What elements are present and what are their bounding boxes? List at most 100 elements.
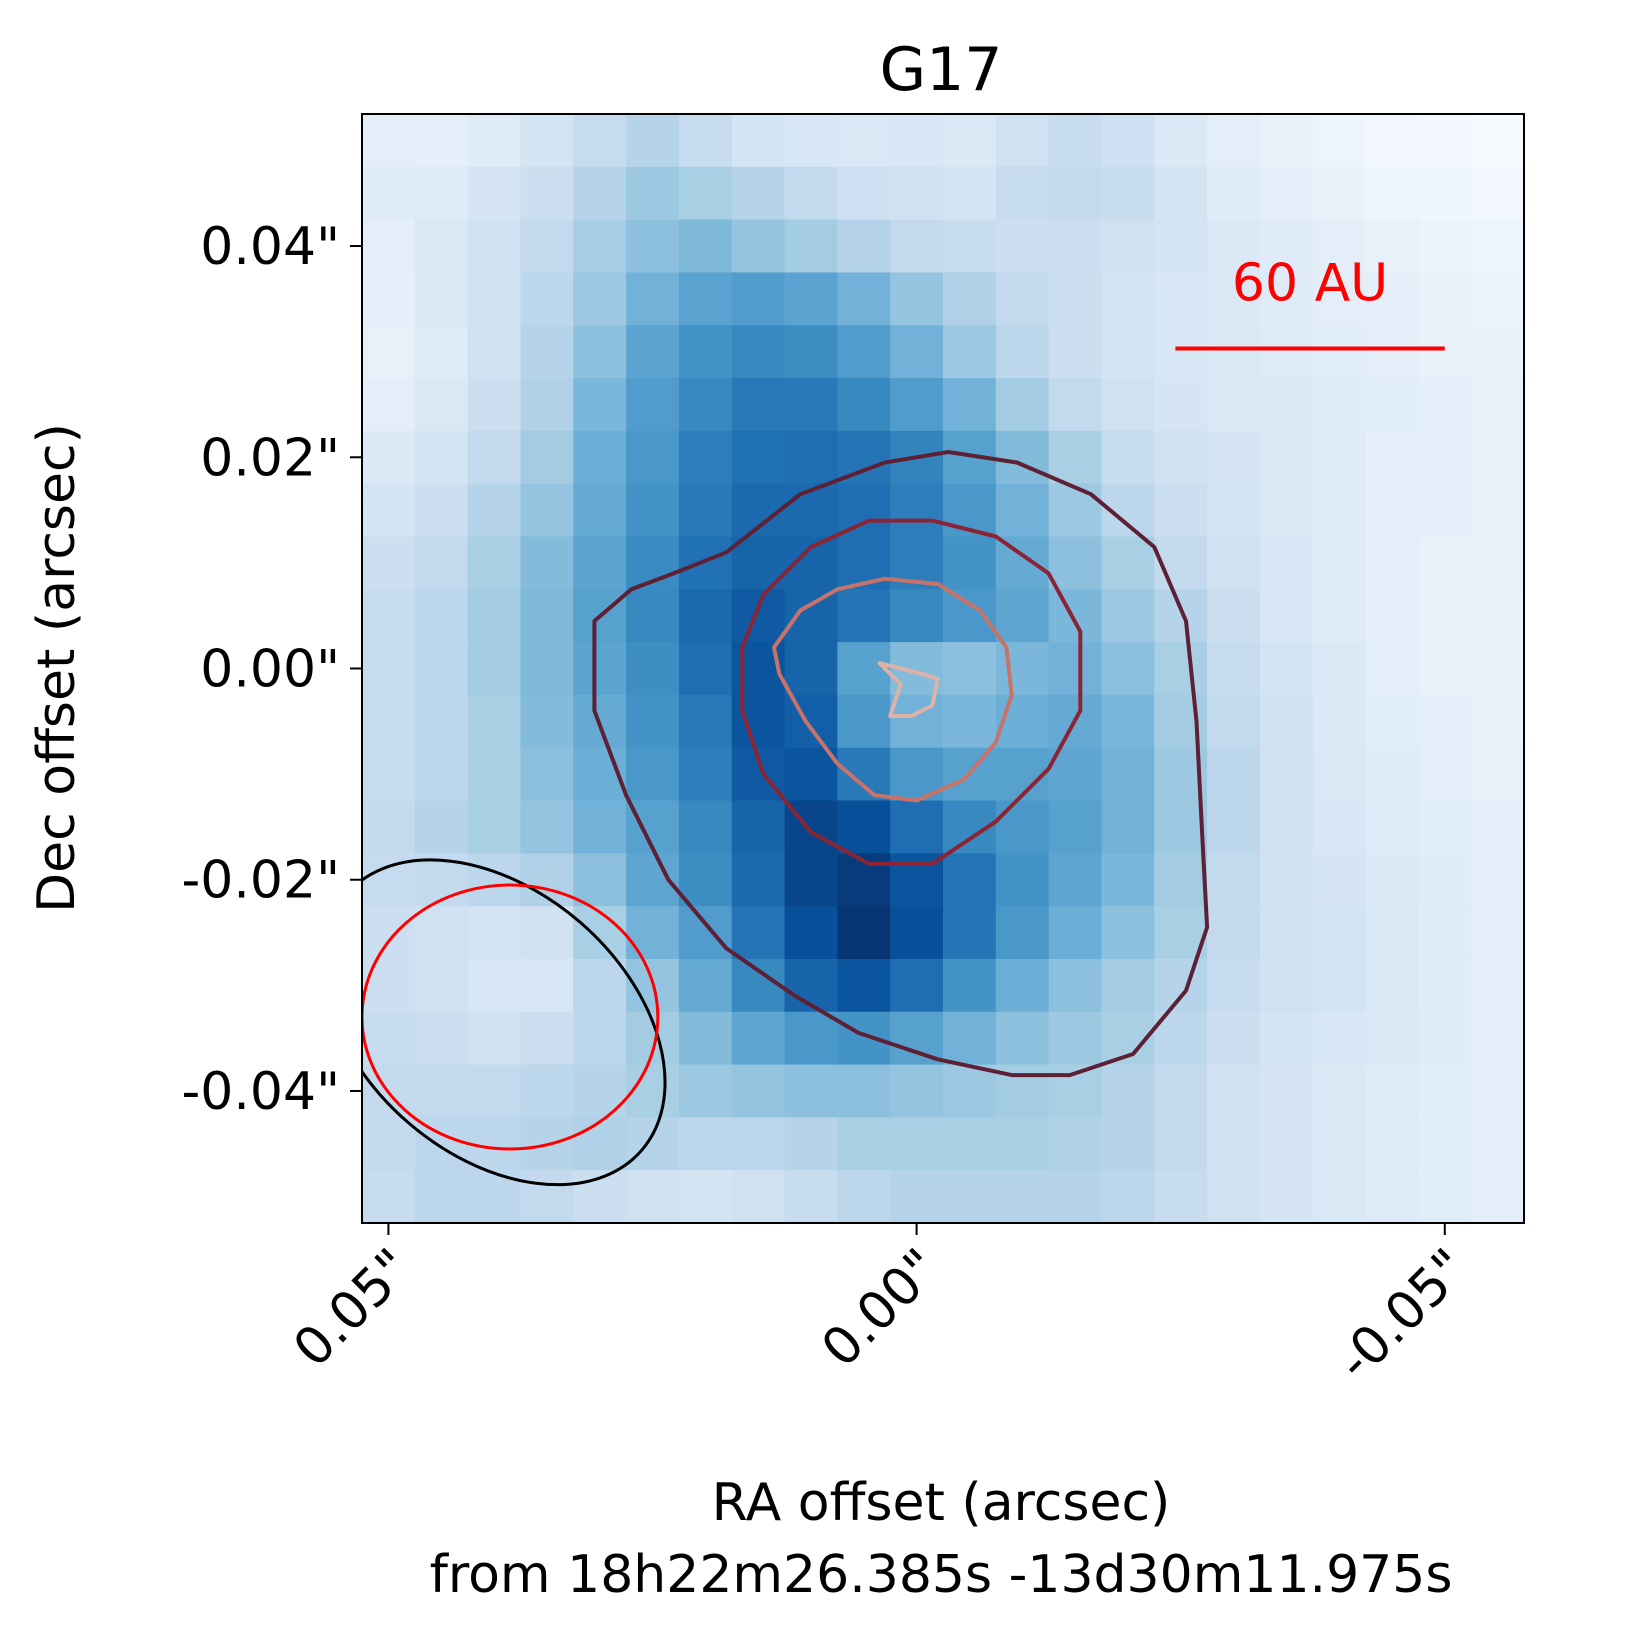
map-pixel — [837, 219, 891, 274]
map-pixel — [731, 325, 786, 379]
map-pixel — [1365, 430, 1419, 485]
map-pixel — [1471, 430, 1524, 485]
map-pixel — [890, 906, 944, 960]
map-pixel — [573, 1011, 627, 1066]
map-pixel — [1154, 589, 1208, 643]
map-pixel — [1154, 430, 1208, 485]
map-pixel — [731, 1170, 786, 1223]
map-pixel — [467, 325, 522, 379]
map-pixel — [1471, 642, 1524, 696]
map-pixel — [995, 272, 1050, 326]
map-pixel — [837, 906, 891, 960]
map-pixel — [1101, 536, 1155, 590]
map-pixel — [1259, 378, 1314, 432]
map-pixel — [1312, 694, 1367, 749]
map-pixel — [520, 114, 574, 168]
map-pixel — [1471, 536, 1524, 590]
map-pixel — [362, 536, 416, 590]
map-pixel — [414, 536, 469, 590]
map-pixel — [678, 694, 733, 749]
map-pixel — [995, 166, 1050, 221]
map-pixel — [943, 325, 997, 379]
map-pixel — [467, 642, 522, 696]
map-pixel — [1365, 325, 1419, 379]
map-pixel — [1154, 694, 1208, 749]
scale-bar-label: 60 AU — [1232, 253, 1388, 313]
map-pixel — [573, 166, 627, 221]
map-pixel — [467, 378, 522, 432]
map-pixel — [414, 747, 469, 802]
contour-line — [592, 450, 1210, 1078]
map-pixel — [890, 325, 944, 379]
map-pixel — [784, 325, 838, 379]
map-pixel — [1048, 536, 1103, 590]
map-pixel — [1101, 1170, 1155, 1223]
map-pixel — [626, 325, 680, 379]
map-pixel — [1312, 800, 1367, 854]
map-pixel — [1365, 1170, 1419, 1223]
map-pixel — [1312, 853, 1367, 907]
map-pixel — [731, 853, 786, 907]
map-pixel — [678, 325, 733, 379]
map-pixel — [1207, 114, 1261, 168]
y-axis-label: Dec offset (arcsec) — [27, 423, 87, 913]
map-pixel — [414, 483, 469, 538]
map-pixel — [678, 378, 733, 432]
map-pixel — [995, 906, 1050, 960]
map-pixel — [837, 272, 891, 326]
map-pixel — [573, 272, 627, 326]
map-pixel — [520, 1011, 574, 1066]
map-pixel — [573, 958, 627, 1013]
map-pixel — [1471, 272, 1524, 326]
map-pixel — [626, 1170, 680, 1223]
map-pixel — [678, 166, 733, 221]
map-pixel — [837, 589, 891, 643]
map-pixel — [678, 958, 733, 1013]
map-pixel — [1312, 906, 1367, 960]
map-pixel — [520, 589, 574, 643]
map-pixel — [1365, 800, 1419, 854]
map-pixel — [943, 1117, 997, 1171]
map-pixel — [1207, 378, 1261, 432]
map-pixel — [678, 853, 733, 907]
map-pixel — [1418, 219, 1472, 274]
map-pixel — [1259, 800, 1314, 854]
y-tick-label: -0.02" — [182, 851, 340, 911]
map-pixel — [467, 1117, 522, 1171]
map-pixel — [1048, 378, 1103, 432]
map-pixel — [1207, 272, 1261, 326]
map-pixel — [414, 800, 469, 854]
map-pixel — [1259, 166, 1314, 221]
map-pixel — [1312, 483, 1367, 538]
map-pixel — [467, 906, 522, 960]
map-pixel — [573, 1117, 627, 1171]
map-pixel — [678, 272, 733, 326]
map-pixel — [943, 958, 997, 1013]
map-pixel — [467, 747, 522, 802]
map-pixel — [1418, 536, 1472, 590]
map-pixel — [1471, 325, 1524, 379]
map-pixel — [784, 589, 838, 643]
map-pixel — [1207, 536, 1261, 590]
map-pixel — [731, 166, 786, 221]
map-pixel — [626, 219, 680, 274]
map-pixel — [1048, 958, 1103, 1013]
map-pixel — [414, 694, 469, 749]
map-pixel — [784, 219, 838, 274]
map-pixel — [1101, 219, 1155, 274]
map-pixel — [678, 536, 733, 590]
map-pixel — [943, 906, 997, 960]
map-pixel — [943, 1064, 997, 1118]
map-pixel — [837, 1117, 891, 1171]
map-pixel — [414, 1117, 469, 1171]
map-pixel — [1365, 483, 1419, 538]
map-pixel — [520, 219, 574, 274]
map-pixel — [520, 483, 574, 538]
map-pixel — [1259, 906, 1314, 960]
map-pixel — [362, 747, 416, 802]
map-pixel — [890, 958, 944, 1013]
map-pixel — [626, 114, 680, 168]
map-pixel — [784, 906, 838, 960]
map-pixel — [1048, 166, 1103, 221]
map-pixel — [1259, 1064, 1314, 1118]
